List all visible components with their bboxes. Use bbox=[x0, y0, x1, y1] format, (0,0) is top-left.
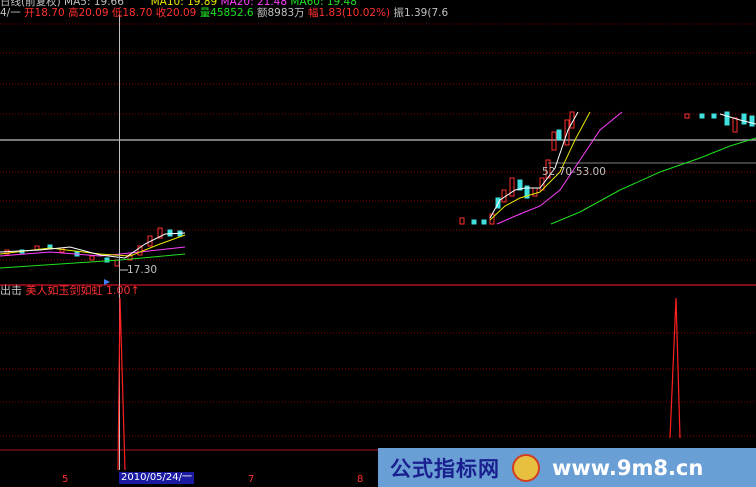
ma10-value: MA10: 19.89 bbox=[150, 0, 218, 8]
ma5-line-right bbox=[489, 111, 579, 219]
cursor-marker-icon bbox=[104, 279, 110, 285]
high-value: 高20.09 bbox=[67, 7, 109, 19]
change-value: 幅1.83(10.02%) bbox=[308, 7, 391, 19]
close-value: 收20.09 bbox=[155, 7, 197, 19]
ma20-value: MA20: 21.48 bbox=[220, 0, 288, 8]
x-tick: 8 bbox=[357, 474, 364, 485]
weekday: 4/一 bbox=[0, 7, 21, 19]
open-value: 开18.70 bbox=[24, 7, 65, 19]
indicator-name[interactable]: 出击 bbox=[0, 284, 22, 297]
candle bbox=[556, 129, 562, 141]
range-label: 52.70-53.00 bbox=[542, 166, 606, 178]
period-label: 日线(前复权) bbox=[0, 0, 61, 8]
grid-lines bbox=[0, 23, 756, 437]
candle bbox=[684, 113, 690, 119]
watermark-site-name: 公式指标网 bbox=[390, 456, 500, 481]
candle bbox=[524, 185, 530, 199]
ma-header: 日线(前复权) MA5: 19.66 MA10: 19.89 MA20: 21.… bbox=[0, 0, 357, 8]
candle bbox=[749, 115, 755, 127]
candle bbox=[137, 245, 143, 256]
candle bbox=[481, 219, 487, 225]
candle bbox=[741, 113, 747, 125]
low-price-label: 17.30 bbox=[127, 264, 158, 276]
amplitude-value: 振1.39(7.6 bbox=[393, 7, 449, 19]
low-value: 低18.70 bbox=[111, 7, 153, 19]
volume-value: 量45852.6 bbox=[199, 7, 254, 19]
ma20-line bbox=[0, 246, 186, 257]
watermark-banner: 公式指标网 www.9m8.cn bbox=[378, 448, 756, 487]
indicator-value: 1.00↑ bbox=[106, 284, 140, 297]
candlesticks bbox=[4, 111, 755, 267]
watermark-url: www.9m8.cn bbox=[552, 455, 704, 480]
candle bbox=[724, 111, 730, 126]
candle bbox=[89, 255, 95, 261]
candle bbox=[711, 113, 717, 119]
indicator-title: 出击 美人如玉剑如虹 1.00↑ bbox=[0, 284, 140, 298]
ma5-line bbox=[0, 232, 186, 259]
ma20-line-right bbox=[496, 111, 623, 225]
ma60-line-right bbox=[550, 137, 756, 225]
watermark-logo-icon bbox=[512, 453, 540, 482]
ma5-value: MA5: 19.66 bbox=[64, 0, 124, 8]
candle bbox=[532, 187, 538, 197]
amount-value: 额8983万 bbox=[256, 7, 305, 19]
cursor-date: 2010/05/24/一 bbox=[119, 472, 195, 484]
candle bbox=[471, 219, 477, 225]
candle bbox=[564, 119, 570, 146]
ma60-line bbox=[0, 253, 186, 269]
candle bbox=[509, 177, 515, 197]
candle bbox=[104, 257, 110, 263]
candle bbox=[699, 113, 705, 119]
ma10-line bbox=[0, 234, 186, 257]
candle bbox=[114, 259, 120, 267]
candle bbox=[157, 227, 163, 239]
indicator-signal-2 bbox=[669, 297, 681, 439]
x-axis: 5 2010/05/24/一 7 8 bbox=[0, 452, 756, 487]
ma10-line-right bbox=[489, 111, 591, 221]
indicator-signal-1 bbox=[117, 297, 126, 471]
ma60-value: MA60: 19.48 bbox=[290, 0, 357, 8]
ma5-line-top bbox=[719, 113, 756, 125]
x-tick: 5 bbox=[62, 474, 69, 485]
candle bbox=[167, 229, 173, 237]
quote-header: 4/一 开18.70 高20.09 低18.70 收20.09 量45852.6… bbox=[0, 7, 448, 19]
candle bbox=[517, 179, 523, 191]
x-tick: 7 bbox=[248, 474, 255, 485]
candle bbox=[732, 117, 738, 133]
indicator-series-label: 美人如玉剑如虹 bbox=[25, 284, 103, 297]
candle bbox=[551, 131, 557, 151]
candle bbox=[459, 217, 465, 225]
